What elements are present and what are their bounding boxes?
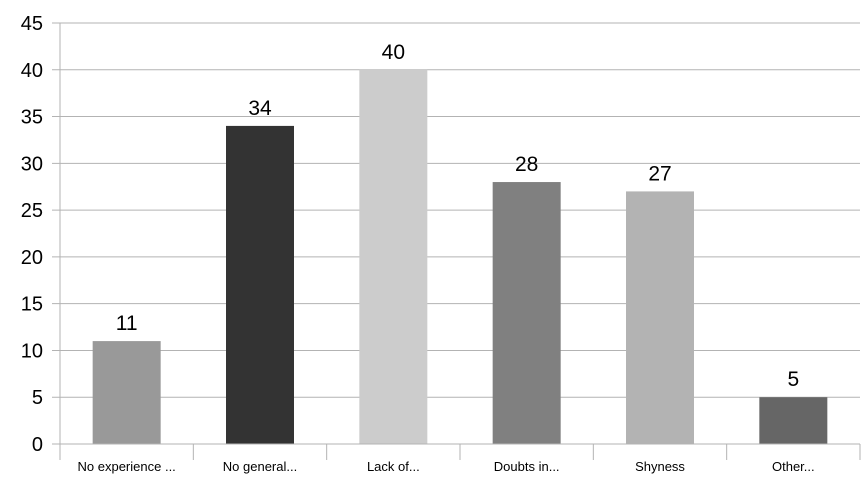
bar [492, 182, 561, 445]
y-tick-label: 10 [21, 340, 43, 362]
y-tick-label: 30 [21, 153, 43, 175]
y-tick-label: 45 [21, 13, 43, 35]
data-label: 27 [648, 162, 671, 185]
data-label: 40 [382, 41, 405, 64]
y-tick-label: 40 [21, 60, 43, 82]
x-tick-label: No general... [223, 459, 297, 474]
x-tick-label: Doubts in... [494, 459, 560, 474]
x-tick-label: No experience ... [78, 459, 176, 474]
data-label: 5 [787, 368, 799, 391]
y-axis-tick-labels: 0 5 10 15 20 25 30 35 40 45 [21, 13, 43, 456]
y-tick-label: 5 [32, 387, 43, 409]
y-tick-label: 20 [21, 247, 43, 269]
data-labels: 11 34 40 28 27 5 [116, 41, 799, 391]
y-tick-label: 25 [21, 200, 43, 222]
y-tick-label: 15 [21, 294, 43, 316]
bars [92, 69, 828, 445]
bar [359, 69, 428, 445]
x-axis-tick-labels: No experience ... No general... Lack of...… [78, 459, 815, 474]
bar [226, 125, 294, 445]
axes [52, 23, 861, 460]
y-tick-label: 35 [21, 107, 43, 129]
bar [92, 341, 161, 444]
data-label: 11 [116, 312, 138, 335]
gridlines [52, 22, 860, 445]
data-label: 28 [515, 153, 538, 176]
data-label: 34 [248, 97, 272, 120]
x-tick-label: Shyness [635, 459, 685, 474]
x-tick-label: Other... [772, 459, 815, 474]
y-tick-label: 0 [32, 434, 43, 456]
bar [759, 397, 828, 444]
bar [626, 191, 694, 444]
x-tick-label: Lack of... [367, 459, 420, 474]
